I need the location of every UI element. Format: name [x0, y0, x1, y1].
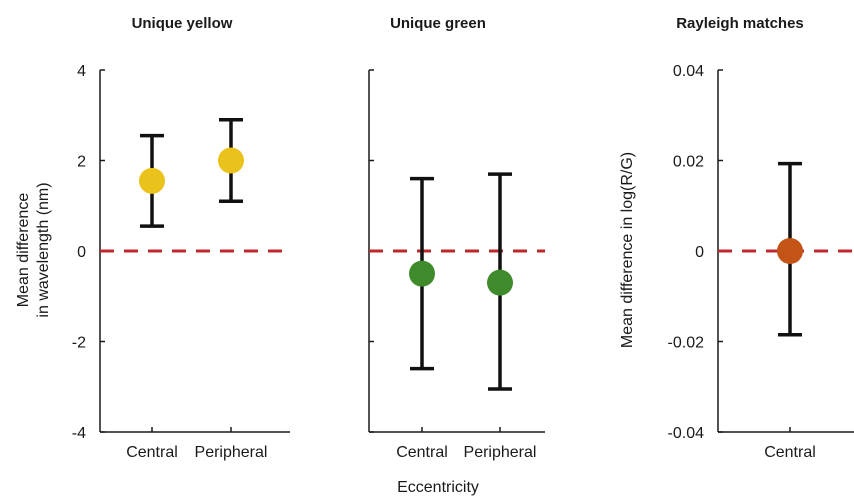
panel-2-mean-point: [409, 260, 435, 287]
panel-3-y-tick-label: -0.02: [668, 335, 705, 352]
panel-3-x-tick-label: Central: [764, 444, 816, 461]
plot-area: 4 2 0 -2 -4 Central Peripheral Central Periphera…: [72, 63, 854, 461]
panel-3-y-tick-label: 0: [695, 244, 704, 261]
panel-1-mean-point: [218, 147, 244, 174]
panel-3-y-tick-label: -0.04: [668, 425, 705, 442]
panel-1-title: Unique yellow: [132, 15, 233, 32]
panel-3-y-tick-label: 0.02: [673, 154, 704, 171]
panel-2-x-tick-label: Central: [396, 444, 448, 461]
panel-2-title: Unique green: [390, 15, 486, 32]
panel-3-mean-point: [777, 238, 803, 264]
panel-1-ylabel-line-1: Mean difference: [15, 193, 32, 308]
panel-1-ylabel-line-2: in wavelength (nm): [35, 182, 52, 317]
panel-1-x-tick-label: Central: [126, 444, 178, 461]
panel-2-mean-point: [487, 269, 513, 296]
panel-1-mean-point: [139, 167, 165, 194]
panel-1-y-tick-label: 0: [77, 244, 86, 261]
panel-1-y-tick-label: 2: [77, 154, 86, 171]
x-axis-label: Eccentricity: [397, 479, 479, 496]
panel-3-ylabel: Mean difference in log(R/G): [619, 152, 636, 348]
panel-1-y-tick-label: -2: [72, 335, 86, 352]
panel-3-y-tick-label: 0.04: [673, 63, 704, 80]
panel-3-title: Rayleigh matches: [676, 15, 804, 32]
panel-1-y-tick-label: -4: [72, 425, 86, 442]
panel-1-y-tick-label: 4: [77, 63, 86, 80]
panel-1-x-tick-label: Peripheral: [195, 444, 268, 461]
panel-2-x-tick-label: Peripheral: [464, 444, 537, 461]
